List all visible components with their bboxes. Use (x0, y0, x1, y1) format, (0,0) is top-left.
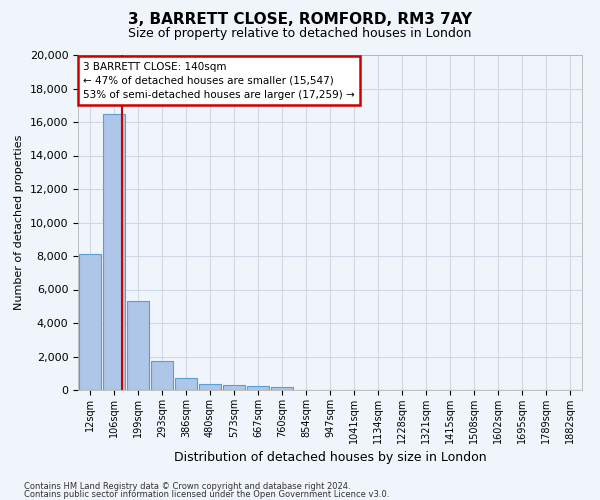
Bar (151, 360, 173, 390)
Bar (127, 301, 149, 390)
Text: 3 BARRETT CLOSE: 140sqm
← 47% of detached houses are smaller (15,547)
53% of sem: 3 BARRETT CLOSE: 140sqm ← 47% of detache… (83, 62, 355, 100)
Text: Size of property relative to detached houses in London: Size of property relative to detached ho… (128, 28, 472, 40)
Text: Contains public sector information licensed under the Open Government Licence v3: Contains public sector information licen… (24, 490, 389, 499)
Bar (271, 388, 293, 390)
Bar (79, 254, 101, 390)
X-axis label: Distribution of detached houses by size in London: Distribution of detached houses by size … (173, 452, 487, 464)
Y-axis label: Number of detached properties: Number of detached properties (14, 135, 24, 310)
Text: Contains HM Land Registry data © Crown copyright and database right 2024.: Contains HM Land Registry data © Crown c… (24, 482, 350, 491)
Bar (223, 386, 245, 390)
Bar (247, 386, 269, 390)
Bar (199, 384, 221, 390)
Bar (175, 378, 197, 390)
Bar (103, 114, 125, 390)
Text: 3, BARRETT CLOSE, ROMFORD, RM3 7AY: 3, BARRETT CLOSE, ROMFORD, RM3 7AY (128, 12, 472, 28)
